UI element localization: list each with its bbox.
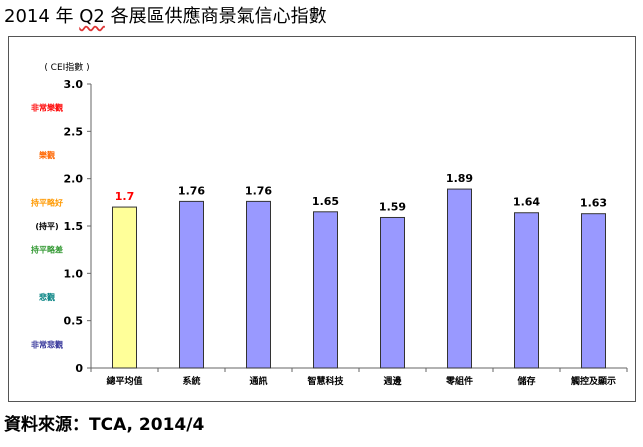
x-tick-label: 觸控及顯示	[571, 375, 616, 387]
zone-label: 悲觀	[39, 292, 55, 302]
bar	[581, 213, 606, 369]
y-tick-label: 2.0	[64, 173, 84, 186]
y-tick-label: 1.5	[64, 220, 84, 233]
bar	[313, 211, 338, 369]
y-tick-label: 0.5	[64, 315, 84, 328]
x-tick-label: 週邊	[383, 375, 402, 387]
x-tick-label: 系統	[182, 375, 200, 387]
zone-label: 持平略好	[31, 197, 63, 207]
y-tick-label: 3.0	[64, 78, 84, 91]
bar	[447, 188, 472, 369]
bar-value-label: 1.76	[245, 184, 272, 197]
x-tick-label: 智慧科技	[307, 375, 344, 387]
y-axis-label: ( CEI指數 )	[44, 61, 89, 73]
x-tick-label: 通訊	[249, 375, 267, 387]
page-title: 2014 年 Q2 各展區供應商景氣信心指數	[4, 6, 327, 27]
x-tick-label: 儲存	[516, 375, 535, 387]
zone-label: 非常悲觀	[31, 339, 63, 349]
bar	[380, 216, 405, 369]
bar-value-label: 1.63	[580, 197, 607, 210]
source-note: 資料來源：TCA, 2014/4	[4, 415, 205, 435]
chart-frame: ( CEI指數 ) 3.0 2.5 2.0 1.5 1.0 0.5 0 非常樂觀樂觀持平略好 (持…	[8, 36, 636, 402]
bar-value-label: 1.89	[446, 172, 473, 185]
bar-value-label: 1.76	[178, 184, 205, 197]
y-tick-label: 2.5	[64, 125, 84, 138]
zone-label: 持平略差	[31, 245, 63, 255]
bar	[179, 200, 204, 369]
y-tick-label: 1.0	[64, 267, 84, 280]
zone-label: (持平)	[35, 221, 58, 231]
bar-value-label: 1.65	[312, 195, 339, 208]
y-tick-label: 0	[75, 362, 83, 375]
bar	[246, 200, 271, 369]
bar-value-label: 1.59	[379, 200, 406, 213]
zone-label: 非常樂觀	[31, 103, 63, 113]
bar	[514, 212, 539, 369]
x-tick-label: 零組件	[445, 375, 473, 387]
bar	[112, 206, 137, 369]
zone-label: 樂觀	[38, 150, 55, 160]
bar-value-label: 1.7	[115, 190, 135, 203]
bar-value-label: 1.64	[513, 196, 540, 209]
x-tick-label: 總平均值	[106, 375, 142, 387]
